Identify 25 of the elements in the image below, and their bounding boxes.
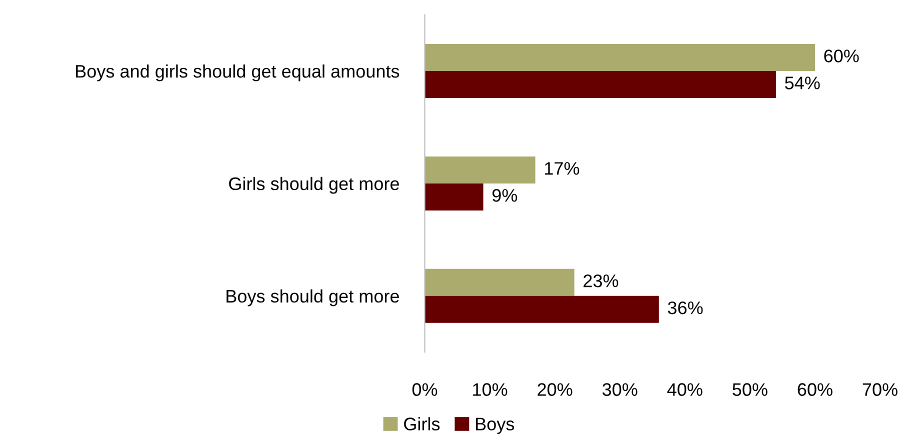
data-label: 60% xyxy=(824,50,859,62)
x-tick-label: 0% xyxy=(412,383,438,396)
x-tick-label: 20% xyxy=(538,383,572,396)
legend-label: Girls xyxy=(404,417,440,430)
data-label: 54% xyxy=(785,76,820,90)
legend-label: Boys xyxy=(476,418,514,434)
data-label: 9% xyxy=(492,189,518,202)
data-label: 23% xyxy=(584,274,618,288)
x-tick-label: 10% xyxy=(473,383,508,396)
y-tick-label: Boys and girls should get equal amounts xyxy=(76,64,400,82)
bar xyxy=(424,71,776,98)
bar xyxy=(424,156,536,184)
y-tick-label: Girls should get more xyxy=(229,176,399,194)
bar xyxy=(424,44,815,72)
x-tick-label: 70% xyxy=(862,383,898,396)
data-label: 17% xyxy=(545,162,580,175)
bar xyxy=(424,183,484,210)
y-tick-label: Boys should get more xyxy=(226,289,399,306)
data-label: 36% xyxy=(668,301,703,314)
bar xyxy=(424,296,659,323)
x-tick-label: 30% xyxy=(602,383,638,396)
bar xyxy=(424,268,574,296)
x-tick-label: 40% xyxy=(667,383,702,396)
x-tick-label: 50% xyxy=(732,383,768,396)
x-tick-label: 60% xyxy=(798,383,832,396)
